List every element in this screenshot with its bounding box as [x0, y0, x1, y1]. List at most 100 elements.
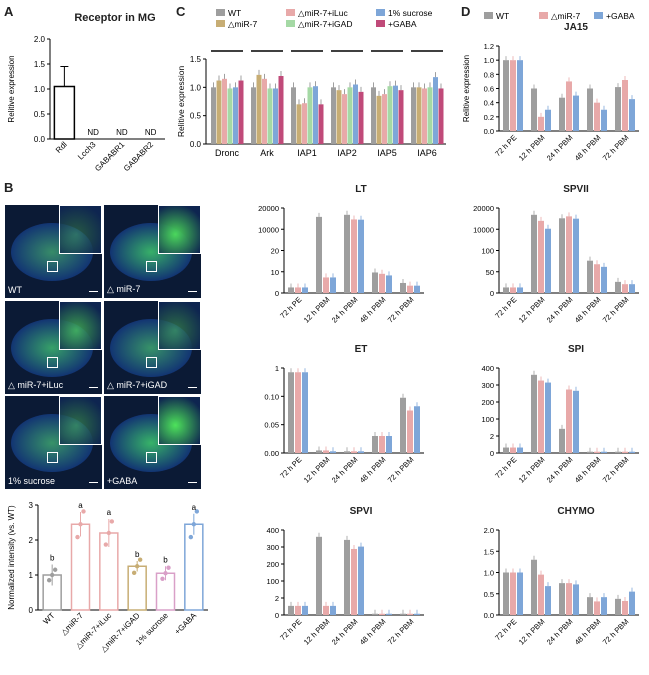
x-tick-label: 72 h PE — [278, 617, 303, 642]
scale-bar — [188, 291, 197, 292]
x-tick-label: 48 h PBM — [573, 455, 603, 485]
y-tick-label: 1 — [29, 571, 34, 580]
legend-swatch — [286, 20, 295, 27]
timecourse-title: LT — [355, 184, 367, 195]
panel-letter-d: D — [461, 4, 471, 19]
y-tick-label: 50 — [486, 268, 494, 277]
x-tick-label: 72 h PBM — [386, 617, 416, 647]
legend-label: △miR-7 — [228, 19, 257, 29]
x-tick-label: 72 h PE — [493, 133, 518, 158]
bar — [288, 605, 294, 615]
roi-box — [146, 452, 157, 463]
bar — [358, 91, 364, 144]
y-tick-label: 0.0 — [484, 611, 494, 620]
timecourse-chart: 0.0 0.2 0.4 0.6 0.8 1.0 1.2 Relitive expression… — [462, 42, 639, 163]
bar — [510, 572, 516, 615]
legend-label: +GABA — [606, 11, 635, 21]
y-axis-label: Normalized intensity (vs. WT) — [7, 505, 16, 610]
y-tick-label: 0.10 — [264, 392, 279, 401]
timecourse-title: SPI — [567, 344, 585, 355]
data-point — [75, 534, 80, 540]
bar — [398, 90, 404, 144]
micrograph-label: △ miR-7+iGAD — [107, 380, 168, 390]
legend-label: WT — [228, 8, 241, 18]
bar — [358, 546, 364, 615]
bar — [302, 605, 308, 615]
y-tick-label: 1 — [275, 364, 279, 373]
y-tick-label: 0.6 — [484, 85, 494, 94]
zoom-inset — [158, 301, 201, 350]
bar — [407, 410, 413, 453]
x-tick-label: 24 h PBM — [330, 455, 360, 485]
x-tick-label: 72 h PE — [493, 455, 518, 480]
bar — [573, 95, 579, 131]
legend-label: 1% sucrose — [388, 8, 433, 18]
bar — [615, 598, 621, 615]
bar — [414, 285, 420, 293]
y-tick-label: 100 — [481, 247, 494, 256]
timecourse-title: SPVII — [563, 184, 589, 195]
bar — [510, 447, 516, 453]
scale-bar — [89, 291, 98, 292]
x-tick-label: 72 h PBM — [601, 455, 631, 485]
bar — [211, 87, 216, 144]
legend-swatch — [216, 20, 225, 27]
legend-swatch — [216, 9, 225, 16]
x-tick-label: Ark — [260, 148, 274, 158]
bar — [601, 597, 607, 615]
y-tick-label: 2 — [29, 536, 34, 545]
bar — [351, 219, 357, 293]
bar — [629, 451, 635, 453]
bar — [422, 88, 427, 144]
y-tick-label: 0.00 — [264, 449, 279, 458]
sig-letter: a — [192, 503, 197, 512]
x-tick-label: GABABR2 — [122, 140, 155, 173]
bar — [400, 282, 406, 293]
data-point — [188, 534, 194, 540]
bar — [344, 451, 350, 453]
bar — [344, 214, 350, 293]
scale-bar — [89, 387, 98, 388]
x-tick-label: 48 h PBM — [573, 617, 603, 647]
panel-letter-a: A — [4, 4, 14, 19]
x-tick-label: Dronc — [215, 148, 240, 158]
bar — [629, 99, 635, 131]
y-tick-label: 0.0 — [484, 127, 494, 136]
y-tick-label: 0.4 — [484, 99, 494, 108]
x-tick-label: 72 h PE — [278, 295, 303, 320]
bar — [622, 80, 628, 131]
y-tick-label: 2 — [275, 594, 279, 603]
data-point — [166, 565, 171, 570]
bar — [559, 428, 565, 453]
bar — [407, 613, 413, 615]
data-point — [137, 557, 143, 562]
bar — [351, 548, 357, 615]
bar — [372, 272, 378, 293]
bar — [587, 260, 593, 293]
bar — [545, 382, 551, 453]
legend-label: WT — [496, 11, 509, 21]
y-tick-label: 1.0 — [34, 85, 46, 94]
x-tick-label: 24 h PBM — [545, 455, 575, 485]
y-tick-label: 0.8 — [484, 70, 494, 79]
bar — [323, 450, 329, 453]
y-tick-label: 10 — [271, 268, 279, 277]
scale-bar — [89, 482, 98, 483]
bar — [347, 87, 353, 144]
micrograph-label: △ miR-7+iLuc — [8, 380, 64, 390]
bar — [302, 103, 307, 144]
bar — [386, 275, 392, 293]
bar — [238, 80, 244, 144]
panel-d-legend: WT △miR-7 +GABA — [484, 11, 635, 21]
y-tick-label: 1.0 — [484, 569, 494, 578]
legend-swatch — [594, 12, 603, 19]
x-tick-label: IAP1 — [297, 148, 317, 158]
bar — [629, 591, 635, 615]
sig-letter: a — [78, 501, 83, 510]
bar — [273, 88, 278, 144]
x-tick-label: 24 h PBM — [545, 617, 575, 647]
bar — [517, 447, 523, 453]
bar — [295, 287, 301, 293]
